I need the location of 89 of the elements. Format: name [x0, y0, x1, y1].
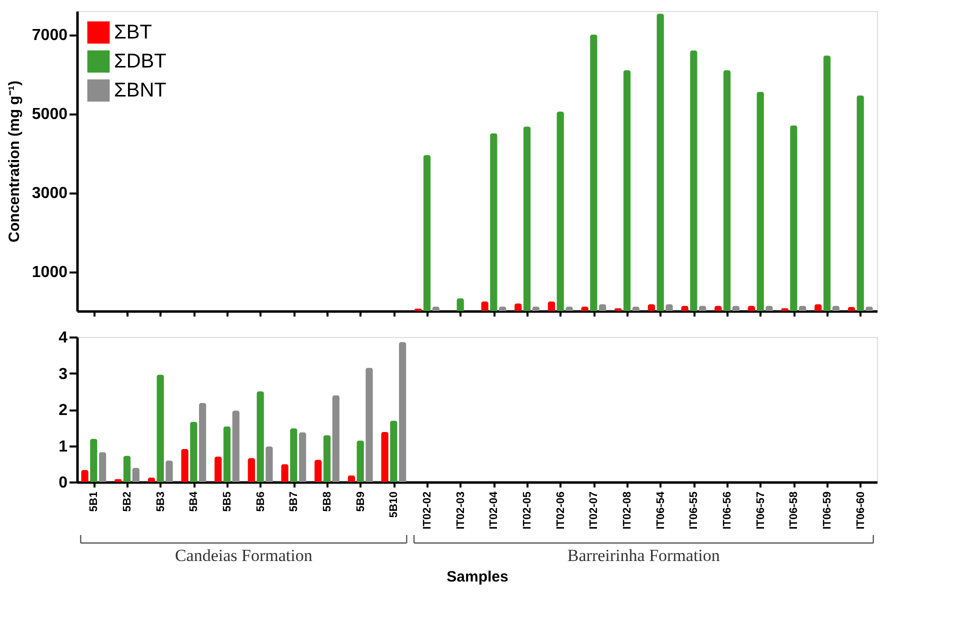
bar	[214, 456, 222, 482]
bar	[232, 410, 240, 482]
x-axis-title: Samples	[446, 568, 508, 586]
bar	[756, 92, 764, 311]
bar	[590, 34, 598, 311]
y-tick-label: 1000	[32, 264, 68, 282]
bar	[290, 428, 298, 482]
x-tick-label: IT02-03	[454, 492, 467, 530]
bar	[199, 402, 206, 482]
bar	[814, 304, 822, 311]
bar	[256, 391, 264, 482]
bar	[166, 460, 173, 482]
bar	[366, 368, 373, 482]
x-tick-label: IT06-55	[688, 492, 700, 530]
x-tick-label: 5B8	[322, 492, 334, 512]
text: Candeias Formation	[174, 546, 313, 565]
bar	[332, 395, 340, 482]
bar	[423, 155, 431, 311]
bar	[123, 456, 131, 482]
bar	[314, 460, 322, 482]
bar	[656, 14, 664, 311]
x-tick-label: 5B1	[88, 492, 100, 512]
bar	[181, 449, 188, 482]
y-axis-title: Concentration (mg g⁻¹)	[6, 80, 23, 242]
x-tick-label: IT02-06	[554, 492, 567, 530]
bar	[481, 302, 488, 311]
y-tick-label: 4	[58, 330, 68, 346]
x-tick-label: IT02-08	[622, 492, 634, 530]
x-tick-label: IT06-58	[788, 492, 800, 530]
x-tick-label: IT02-05	[522, 492, 534, 530]
bar	[223, 426, 231, 482]
bar	[90, 438, 98, 482]
bar	[81, 470, 88, 482]
y-tick-label: 1	[58, 438, 68, 456]
bar	[856, 95, 864, 311]
legend-label: ΣBT	[114, 22, 152, 44]
y-tick-label: 0	[58, 474, 68, 492]
x-tick-label: IT06-57	[754, 492, 767, 530]
x-tick-label: 5B4	[188, 490, 200, 512]
bar	[514, 304, 522, 311]
bar	[723, 70, 731, 311]
x-tick-label: IT02-07	[588, 492, 600, 530]
bar	[823, 56, 831, 311]
bar	[381, 432, 388, 482]
bar	[348, 475, 355, 482]
bar	[248, 458, 255, 482]
y-tick-label: 2	[58, 402, 68, 419]
bar	[299, 432, 306, 482]
bar	[281, 464, 288, 482]
x-tick-label: 5B7	[288, 492, 300, 512]
x-tick-label: IT06-59	[822, 492, 834, 530]
bar	[790, 125, 798, 311]
x-tick-label: 5B2	[122, 492, 134, 512]
x-tick-label: IT02-02	[422, 492, 434, 530]
bar	[599, 304, 606, 311]
x-tick-label: 5B10	[388, 492, 400, 518]
bar	[323, 435, 331, 482]
bar	[666, 304, 673, 311]
bar	[690, 50, 698, 311]
bar	[490, 133, 498, 311]
bar	[456, 298, 464, 311]
bar	[190, 422, 198, 482]
y-tick-label: 3	[58, 366, 68, 383]
bar	[156, 374, 164, 482]
y-tick-label: 3000	[32, 185, 68, 202]
bar	[623, 70, 631, 311]
x-tick-label: IT06-54	[654, 490, 667, 530]
x-tick-label: IT02-04	[488, 490, 500, 530]
bar	[266, 446, 273, 482]
x-tick-label: 5B3	[154, 492, 167, 512]
bar	[99, 452, 106, 482]
x-tick-label: 5B9	[354, 492, 367, 512]
text: Barreirinha Formation	[567, 546, 720, 565]
bar	[356, 440, 364, 482]
x-tick-label: IT06-56	[722, 492, 734, 530]
bar	[399, 342, 406, 482]
bar	[556, 112, 564, 311]
bar	[548, 302, 555, 311]
legend-label: ΣBNT	[114, 80, 166, 102]
bar	[390, 420, 398, 482]
x-tick-label: 5B6	[254, 492, 267, 512]
y-tick-label: 7000	[32, 27, 68, 44]
x-tick-label: IT06-60	[854, 492, 867, 530]
bar	[132, 468, 140, 482]
bar	[523, 126, 531, 311]
bar	[648, 304, 655, 311]
legend-label: ΣDBT	[114, 50, 166, 72]
y-tick-label: 5000	[32, 106, 68, 124]
x-tick-label: 5B5	[222, 492, 234, 512]
